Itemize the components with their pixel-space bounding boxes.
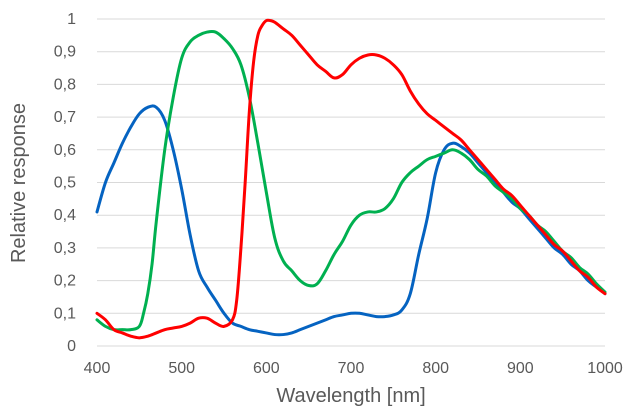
x-tick-label: 1000 [587,360,623,377]
x-tick-label: 700 [338,360,365,377]
x-tick-label: 600 [253,360,280,377]
y-tick-label: 0,3 [54,240,76,257]
gridlines [97,18,605,347]
y-axis-tick-labels: 0 0,1 0,2 0,3 0,4 0,5 0,6 0,7 0,8 0,9 1 [54,11,76,355]
y-tick-label: 0,8 [54,76,76,93]
y-tick-label: 0,4 [54,207,76,224]
y-tick-label: 0,9 [54,44,76,61]
y-tick-label: 0,2 [54,273,76,290]
x-tick-label: 400 [84,360,111,377]
y-tick-label: 0,7 [54,109,76,126]
series-line-1 [95,29,607,332]
x-tick-label: 900 [507,360,534,377]
y-tick-label: 0,6 [54,142,76,159]
data-series [95,18,607,340]
x-axis-title: Wavelength [nm] [276,385,425,407]
x-axis-tick-labels: 400 500 600 700 800 900 1000 [84,360,623,377]
x-tick-label: 800 [422,360,449,377]
y-tick-label: 0 [67,338,76,355]
series-line-2 [95,18,607,340]
y-tick-label: 1 [67,11,76,28]
y-tick-label: 0,1 [54,305,76,322]
x-tick-label: 500 [168,360,195,377]
y-axis-title: Relative response [8,103,30,263]
series-line-0 [95,104,607,337]
y-tick-label: 0,5 [54,175,76,192]
